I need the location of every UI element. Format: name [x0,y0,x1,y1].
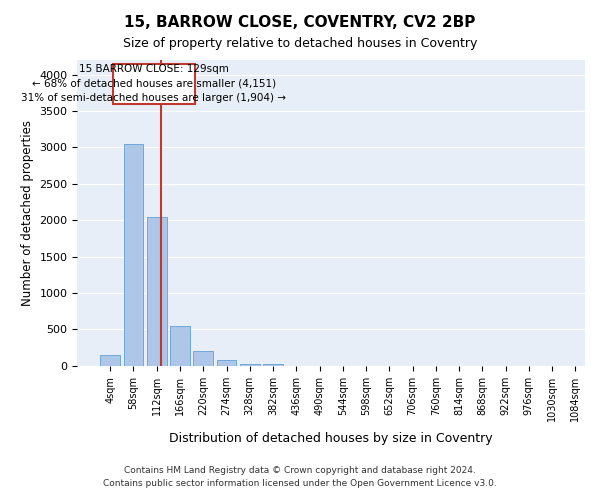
Bar [263,364,283,366]
Text: 15 BARROW CLOSE: 129sqm
← 68% of detached houses are smaller (4,151)
31% of semi: 15 BARROW CLOSE: 129sqm ← 68% of detache… [22,64,286,104]
Bar [193,352,213,366]
Bar [170,326,190,366]
Bar [124,144,143,366]
X-axis label: Distribution of detached houses by size in Coventry: Distribution of detached houses by size … [169,432,493,445]
Bar [147,216,167,366]
Text: 15, BARROW CLOSE, COVENTRY, CV2 2BP: 15, BARROW CLOSE, COVENTRY, CV2 2BP [124,15,476,30]
Text: Contains HM Land Registry data © Crown copyright and database right 2024.
Contai: Contains HM Land Registry data © Crown c… [103,466,497,487]
Bar [217,360,236,366]
Text: Size of property relative to detached houses in Coventry: Size of property relative to detached ho… [123,38,477,51]
FancyBboxPatch shape [113,64,194,104]
Y-axis label: Number of detached properties: Number of detached properties [21,120,34,306]
Bar [240,364,260,366]
Bar [100,355,120,366]
